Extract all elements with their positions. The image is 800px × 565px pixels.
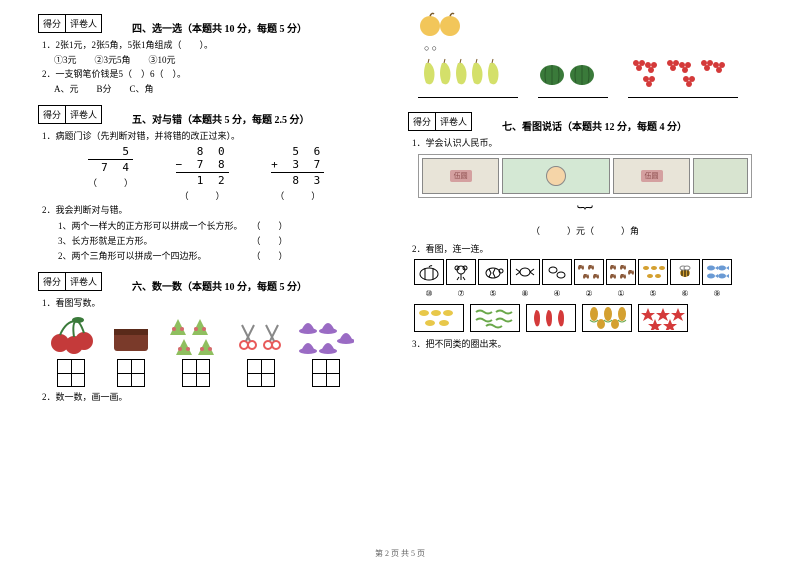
- candies-icon: [542, 259, 572, 285]
- pears-icon: [418, 55, 518, 98]
- math-problem-1: 5 7 4 （ ）: [88, 145, 133, 189]
- lemons-icon: [414, 304, 464, 332]
- grader-label: 评卷人: [66, 15, 101, 32]
- patch-row: [414, 304, 756, 332]
- answer-box: [312, 359, 340, 387]
- bee-icon: [670, 259, 700, 285]
- butterflies-icon: [574, 259, 604, 285]
- bill-small-icon: [693, 158, 748, 194]
- s5-q1: 1．病题门诊（先判断对错，并将错的改正过来）。: [42, 130, 392, 143]
- turtle-icon: [478, 259, 508, 285]
- money-row: 伍圆 伍圆: [418, 154, 752, 198]
- money-answer: （ ）元（ ）角: [408, 224, 762, 237]
- s4-q2-opts: A、元 B分 C、角: [54, 83, 392, 96]
- count-row: [418, 55, 762, 98]
- hats-icon: [298, 315, 354, 387]
- section6-title: 六、数一数（本题共 10 分，每题 5 分）: [132, 278, 307, 293]
- tf2: 3、长方形就是正方形。 （ ）: [58, 234, 392, 247]
- fruit-row: [48, 315, 392, 387]
- tents-icon: [168, 315, 224, 387]
- s5-q2: 2．我会判断对与错。: [42, 204, 392, 217]
- portrait-icon: [546, 166, 566, 186]
- peppers-icon: [526, 304, 576, 332]
- answer-box: [117, 359, 145, 387]
- section4-title: 四、选一选（本题共 10 分，每题 5 分）: [132, 20, 307, 35]
- bees-icon: [638, 259, 668, 285]
- pumpkin-icon: [414, 259, 444, 285]
- cherries-icon: [48, 315, 94, 387]
- math-problem-3: 5 6 + 3 7 8 3 （ ）: [271, 145, 324, 202]
- worms-icon: [470, 304, 520, 332]
- bill-center-icon: [502, 158, 610, 194]
- fish-icon: [702, 259, 732, 285]
- score-box: 得分 评卷人: [38, 105, 102, 124]
- match-icons: [414, 259, 756, 285]
- section7-title: 七、看图说话（本题共 12 分，每题 4 分）: [502, 118, 687, 133]
- s6-q1: 1．看图写数。: [42, 297, 392, 310]
- melons-icon: [538, 55, 608, 98]
- s4-q2: 2．一支钢笔价钱是5（ ）6（ ）。: [42, 68, 392, 81]
- bill-icon: 伍圆: [613, 158, 690, 194]
- brace-icon: ︸: [408, 200, 762, 224]
- tf3: 2、两个三角形可以拼成一个四边形。 （ ）: [58, 249, 392, 262]
- flowers-icon: [628, 55, 738, 98]
- apples-row: ○ ○: [418, 10, 762, 53]
- tf1: 1、两个一样大的正方形可以拼成一个长方形。 （ ）: [58, 219, 392, 232]
- math-problem-2: 8 0 − 7 8 1 2 （ ）: [176, 145, 229, 202]
- corn-icon: [582, 304, 632, 332]
- s7-q2: 2．看图，连一连。: [412, 243, 762, 256]
- s6-q2: 2．数一数，画一画。: [42, 391, 392, 404]
- score-label: 得分: [39, 15, 66, 32]
- s4-q1-opts: ①3元 ②3元5角 ③10元: [54, 54, 392, 67]
- number-row: ⑩ ⑦ ⑤ ⑧ ④ ② ① ⑤ ⑥ ⑨: [414, 289, 756, 298]
- s7-q1: 1．学会认识人民币。: [412, 137, 762, 150]
- section5-title: 五、对与错（本题共 5 分，每题 2.5 分）: [132, 111, 310, 126]
- answer-box: [182, 359, 210, 387]
- wallet-icon: [108, 315, 154, 387]
- s4-q1: 1．2张1元，2张5角，5张1角组成（ ）。: [42, 39, 392, 52]
- answer-box: [57, 359, 85, 387]
- butterflies2-icon: [606, 259, 636, 285]
- flower-icon: [446, 259, 476, 285]
- score-box: 得分 评卷人: [38, 272, 102, 291]
- score-box: 得分 评卷人: [408, 112, 472, 131]
- scissors-icon: [238, 315, 284, 387]
- score-box: 得分 评卷人: [38, 14, 102, 33]
- bill-icon: 伍圆: [422, 158, 499, 194]
- s7-q3: 3．把不同类的圈出来。: [412, 338, 762, 351]
- page-footer: 第 2 页 共 5 页: [0, 548, 800, 559]
- candy-icon: [510, 259, 540, 285]
- stars-icon: [638, 304, 688, 332]
- answer-box: [247, 359, 275, 387]
